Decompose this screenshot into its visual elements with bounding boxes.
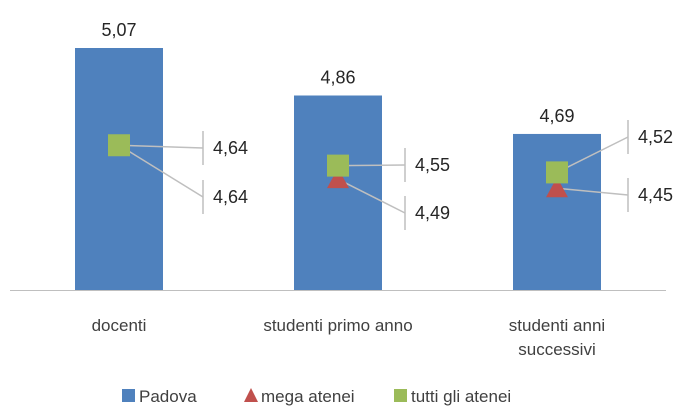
tutti-atenei-value-label-0: 4,64 (213, 138, 248, 158)
bar-1 (294, 95, 382, 290)
legend: Padova mega atenei tutti gli atenei (122, 387, 511, 406)
mega-atenei-value-label-0: 4,64 (213, 187, 248, 207)
mega-0-leader-line (118, 144, 204, 198)
markers-layer (108, 134, 568, 198)
mega-atenei-value-label-1: 4,49 (415, 203, 450, 223)
bars-layer (75, 48, 601, 290)
legend-swatch-0 (122, 389, 135, 402)
data-labels-layer: 5,07 4,86 4,69 4,64 4,64 4,55 4,49 4,52 4,45 (101, 20, 673, 223)
legend-swatch-1 (244, 388, 258, 402)
mega-atenei-marker-1 (327, 168, 349, 189)
tutti-1-leader-line (337, 164, 406, 167)
legend-label-0: Padova (139, 387, 197, 406)
tutti-2-leader-line (556, 136, 629, 174)
category-label-1: studenti primo anno (263, 316, 412, 335)
tutti-atenei-marker-0 (108, 134, 130, 157)
mega-atenei-value-label-2: 4,45 (638, 185, 673, 205)
legend-swatch-2 (394, 389, 407, 402)
legend-label-2: tutti gli atenei (411, 387, 511, 406)
bar-value-label-1: 4,86 (320, 67, 355, 87)
tutti-0-leader-line (118, 144, 204, 149)
mega-atenei-marker-2 (546, 177, 568, 198)
category-labels-layer: docenti studenti primo anno studenti anni s… (92, 316, 606, 359)
category-label-0: docenti (92, 316, 147, 335)
mega-2-leader-line (556, 187, 629, 196)
tutti-atenei-marker-1 (327, 154, 349, 177)
bar-0 (75, 48, 163, 290)
bar-value-label-0: 5,07 (101, 20, 136, 40)
bar-2 (513, 133, 601, 290)
mega-1-leader-line (337, 178, 406, 214)
tutti-atenei-value-label-1: 4,55 (415, 155, 450, 175)
legend-label-1: mega atenei (261, 387, 355, 406)
bar-value-label-2: 4,69 (539, 106, 574, 126)
tutti-atenei-marker-2 (546, 161, 568, 184)
tutti-atenei-value-label-2: 4,52 (638, 127, 673, 147)
category-label-2-line-1: successivi (518, 340, 595, 359)
category-label-2-line-0: studenti anni (509, 316, 605, 335)
leader-lines-layer (118, 120, 629, 230)
